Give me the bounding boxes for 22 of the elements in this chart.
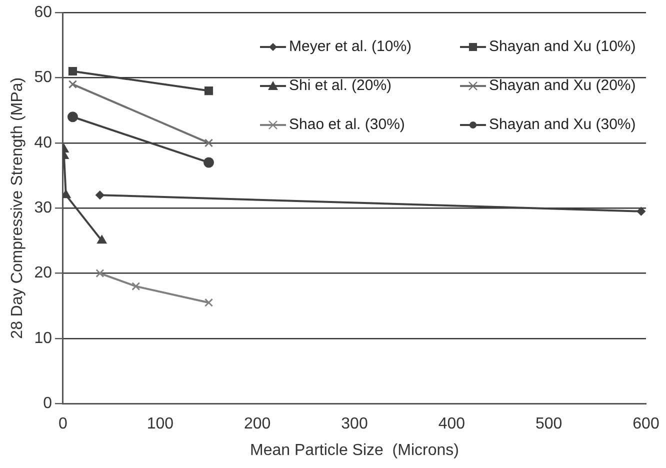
- legend-label: Shao et al. (30%): [289, 116, 405, 133]
- legend-label: Meyer et al. (10%): [289, 38, 412, 55]
- y-tick-label: 0: [43, 395, 52, 412]
- x-tick-label: 500: [535, 416, 562, 433]
- y-tick-label: 50: [34, 69, 52, 86]
- y-tick-label: 30: [34, 200, 52, 217]
- x-tick-label: 600: [632, 416, 660, 433]
- x-tick-label: 100: [146, 416, 174, 433]
- legend-label: Shayan and Xu (30%): [489, 116, 636, 133]
- legend-label: Shayan and Xu (20%): [489, 77, 636, 94]
- x-tick-label: 200: [244, 416, 271, 433]
- x-tick-label: 400: [438, 416, 466, 433]
- y-tick-label: 10: [34, 330, 52, 347]
- legend-label: Shayan and Xu (10%): [489, 38, 636, 55]
- x-tick-label: 0: [58, 416, 68, 433]
- y-tick-label: 20: [34, 264, 52, 282]
- legend-label: Shi et al. (20%): [289, 77, 392, 94]
- y-tick-label: 40: [34, 134, 52, 152]
- x-axis-title: Mean Particle Size (Microns): [250, 442, 459, 459]
- x-tick-label: 300: [341, 416, 368, 433]
- y-axis-title: 28 Day Compressive Strength (MPa): [9, 77, 26, 339]
- y-tick-label: 60: [34, 4, 52, 22]
